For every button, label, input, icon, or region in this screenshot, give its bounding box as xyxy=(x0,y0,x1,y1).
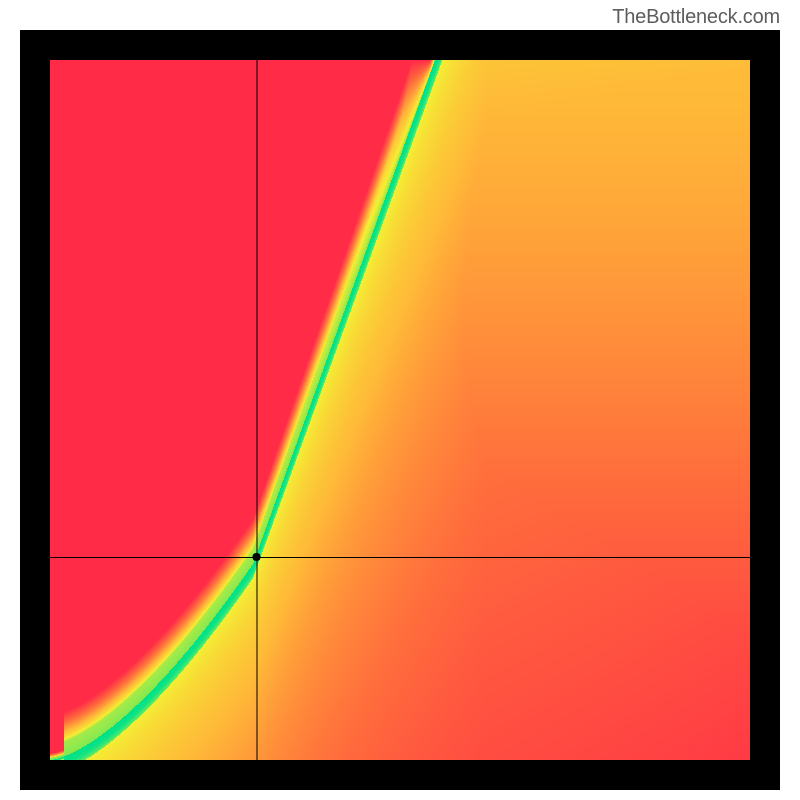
heatmap-plot xyxy=(50,60,750,760)
chart-frame xyxy=(20,30,780,790)
watermark-text: TheBottleneck.com xyxy=(612,6,780,29)
heatmap-canvas xyxy=(50,60,750,760)
